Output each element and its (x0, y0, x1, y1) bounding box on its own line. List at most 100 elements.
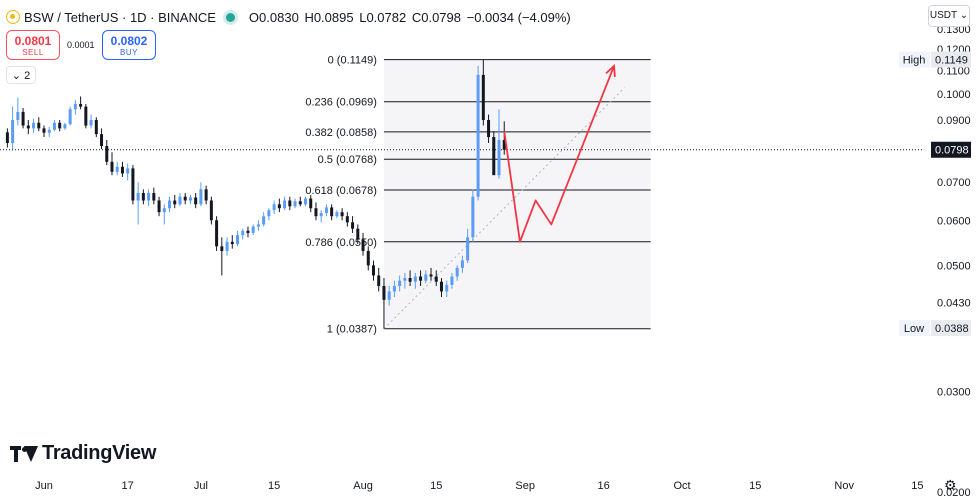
candle (272, 200, 276, 215)
candle (408, 270, 412, 286)
candle (335, 210, 339, 219)
candle-body (5, 132, 9, 144)
candle (5, 128, 9, 148)
candle-body (168, 200, 172, 209)
candle (147, 189, 151, 207)
fib-level-label: 0.786 (0.0550) (305, 237, 377, 249)
candle-body (183, 196, 187, 201)
candle (466, 228, 470, 263)
settings-gear-icon[interactable]: ⚙ (944, 477, 957, 493)
candle-body (215, 220, 219, 247)
candle-body (162, 208, 166, 213)
candle-body (73, 104, 77, 110)
tradingview-logo[interactable]: TradingView (10, 442, 156, 465)
candle-body (424, 274, 428, 281)
candle (141, 189, 145, 205)
candle (361, 232, 365, 256)
fib-level-label: 0.382 (0.0858) (305, 127, 377, 139)
high-marker-label-bg (899, 51, 930, 68)
candle (345, 212, 349, 227)
x-tick-label: 15 (749, 480, 761, 492)
candle-body (204, 189, 208, 201)
candle (84, 104, 88, 129)
candle-body (324, 207, 328, 213)
candle (492, 131, 496, 176)
candle (256, 220, 260, 231)
candle-body (262, 216, 266, 225)
candle (277, 198, 281, 213)
candle-body (445, 284, 449, 292)
y-tick-label: 0.1000 (937, 89, 971, 101)
candle-body (330, 207, 334, 217)
candle (110, 152, 114, 176)
buy-price: 0.0802 (110, 34, 148, 48)
candle (209, 196, 213, 225)
candle (32, 118, 36, 133)
candle (126, 163, 130, 181)
candle-body (110, 161, 114, 172)
candle (63, 122, 67, 130)
candle-body (371, 265, 375, 276)
candle (178, 192, 182, 207)
fib-zone (383, 59, 651, 329)
candle-body (68, 109, 72, 125)
y-tick-label: 0.1100 (937, 65, 970, 77)
candle-body (63, 124, 67, 129)
candle (11, 106, 15, 150)
last-price-badge (931, 141, 971, 158)
candle (42, 125, 46, 138)
low-label: L (359, 9, 367, 25)
candle-body (298, 201, 302, 205)
candle-body (314, 208, 318, 217)
candle (26, 119, 30, 135)
chevron-down-icon: ⌄ (959, 10, 969, 21)
y-tick-label: 0.0430 (937, 298, 971, 310)
high-marker-value: 0.1149 (935, 55, 968, 67)
candle-body (387, 291, 391, 300)
candle-body (497, 140, 501, 176)
candle-body (419, 276, 423, 281)
candle (199, 182, 203, 207)
candle (314, 202, 318, 221)
candle (262, 212, 266, 227)
candle-body (283, 200, 287, 209)
indicators-collapse-button[interactable]: ⌄ 2 (6, 66, 36, 84)
candle-body (52, 122, 56, 130)
open-value: 0.0830 (259, 9, 299, 25)
symbol-title[interactable]: BSW / TetherUS · 1D · BINANCE (24, 9, 216, 25)
candle (47, 126, 51, 138)
currency-selector[interactable]: USDT ⌄ (928, 5, 970, 27)
x-tick-label: 15 (911, 480, 923, 492)
candle-body (209, 200, 213, 221)
candle (324, 204, 328, 217)
candle-body (429, 274, 433, 277)
candle-body (21, 111, 25, 126)
candle-body (319, 212, 323, 217)
candle-body (100, 134, 104, 147)
candle (382, 278, 386, 329)
candle-body (178, 196, 182, 205)
buy-button[interactable]: 0.0802 BUY (102, 30, 156, 60)
y-tick-label: 0.0700 (937, 177, 971, 189)
y-tick-label: 0.0200 (937, 487, 971, 497)
candle-body (408, 278, 412, 282)
sell-button[interactable]: 0.0801 SELL (6, 30, 60, 60)
candle-body (361, 239, 365, 251)
x-tick-label: Oct (673, 480, 690, 492)
x-tick-label: Aug (353, 480, 373, 492)
tradingview-logo-icon (10, 444, 38, 464)
candle (73, 100, 77, 115)
candle (471, 189, 475, 242)
y-tick-label: 0.0300 (937, 387, 971, 399)
candle-body (502, 140, 506, 150)
x-tick-label: 16 (597, 480, 609, 492)
candle-body (105, 146, 109, 162)
candle-body (356, 228, 360, 240)
chevron-down-icon: ⌄ (11, 70, 22, 82)
bsw-coin-icon (6, 10, 20, 24)
candle-body (58, 122, 62, 129)
candle-body (225, 241, 229, 251)
open-label: O (248, 9, 260, 25)
